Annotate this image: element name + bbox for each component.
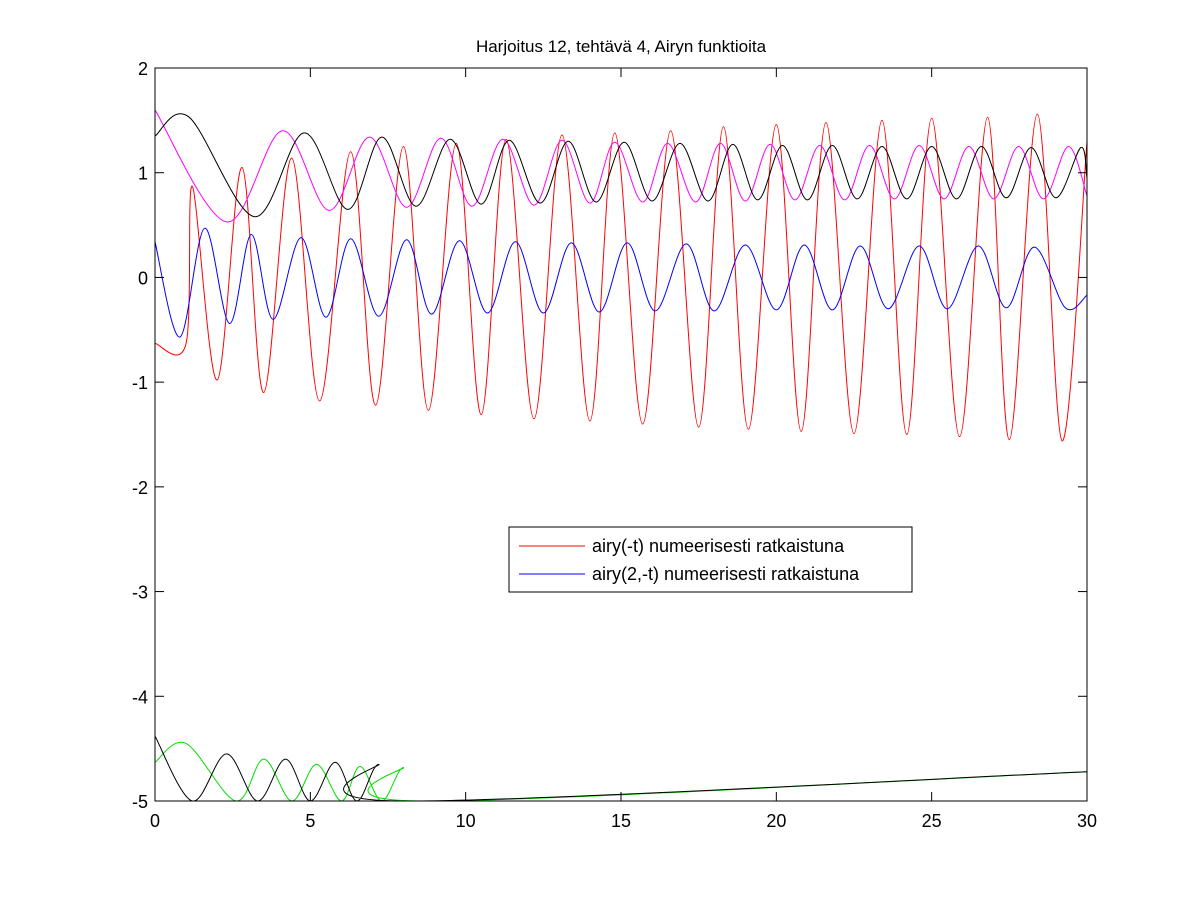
x-tick-label: 10 bbox=[456, 811, 476, 831]
x-tick-label: 25 bbox=[922, 811, 942, 831]
x-tick-label: 5 bbox=[305, 811, 315, 831]
x-tick-label: 30 bbox=[1077, 811, 1097, 831]
legend-box bbox=[508, 526, 913, 593]
legend-label: airy(2,-t) numeerisesti ratkaistuna bbox=[592, 564, 860, 584]
x-tick-label: 20 bbox=[766, 811, 786, 831]
y-tick-label: -2 bbox=[132, 478, 148, 498]
ticks-layer: 0 5 10 15 20 25 30 -5 -4 -3 -2 -1 0 1 2 bbox=[132, 59, 1097, 831]
y-tick-label: 0 bbox=[138, 268, 148, 288]
series-line-unlabeled-3 bbox=[155, 113, 1087, 218]
series-line-unlabeled-2 bbox=[155, 109, 1087, 223]
y-tick-label: 1 bbox=[138, 164, 148, 184]
chart-title: Harjoitus 12, tehtävä 4, Airyn funktioit… bbox=[476, 37, 767, 56]
x-tick-label: 0 bbox=[150, 811, 160, 831]
legend: airy(-t) numeerisesti ratkaistuna airy(2,… bbox=[508, 526, 913, 593]
y-tick-label: 2 bbox=[138, 59, 148, 79]
series-line-unlabeled-5 bbox=[155, 735, 1087, 801]
y-tick-label: -1 bbox=[132, 373, 148, 393]
y-tick-label: -4 bbox=[132, 687, 148, 707]
x-tick-label: 15 bbox=[611, 811, 631, 831]
y-tick-label: -3 bbox=[132, 583, 148, 603]
series-line-airy-2-t-numeerisesti-ratkaistuna bbox=[155, 227, 1087, 338]
series-line-airy-t-numeerisesti-ratkaistuna bbox=[155, 113, 1087, 442]
legend-label: airy(-t) numeerisesti ratkaistuna bbox=[592, 536, 845, 556]
y-tick-label: -5 bbox=[132, 792, 148, 812]
